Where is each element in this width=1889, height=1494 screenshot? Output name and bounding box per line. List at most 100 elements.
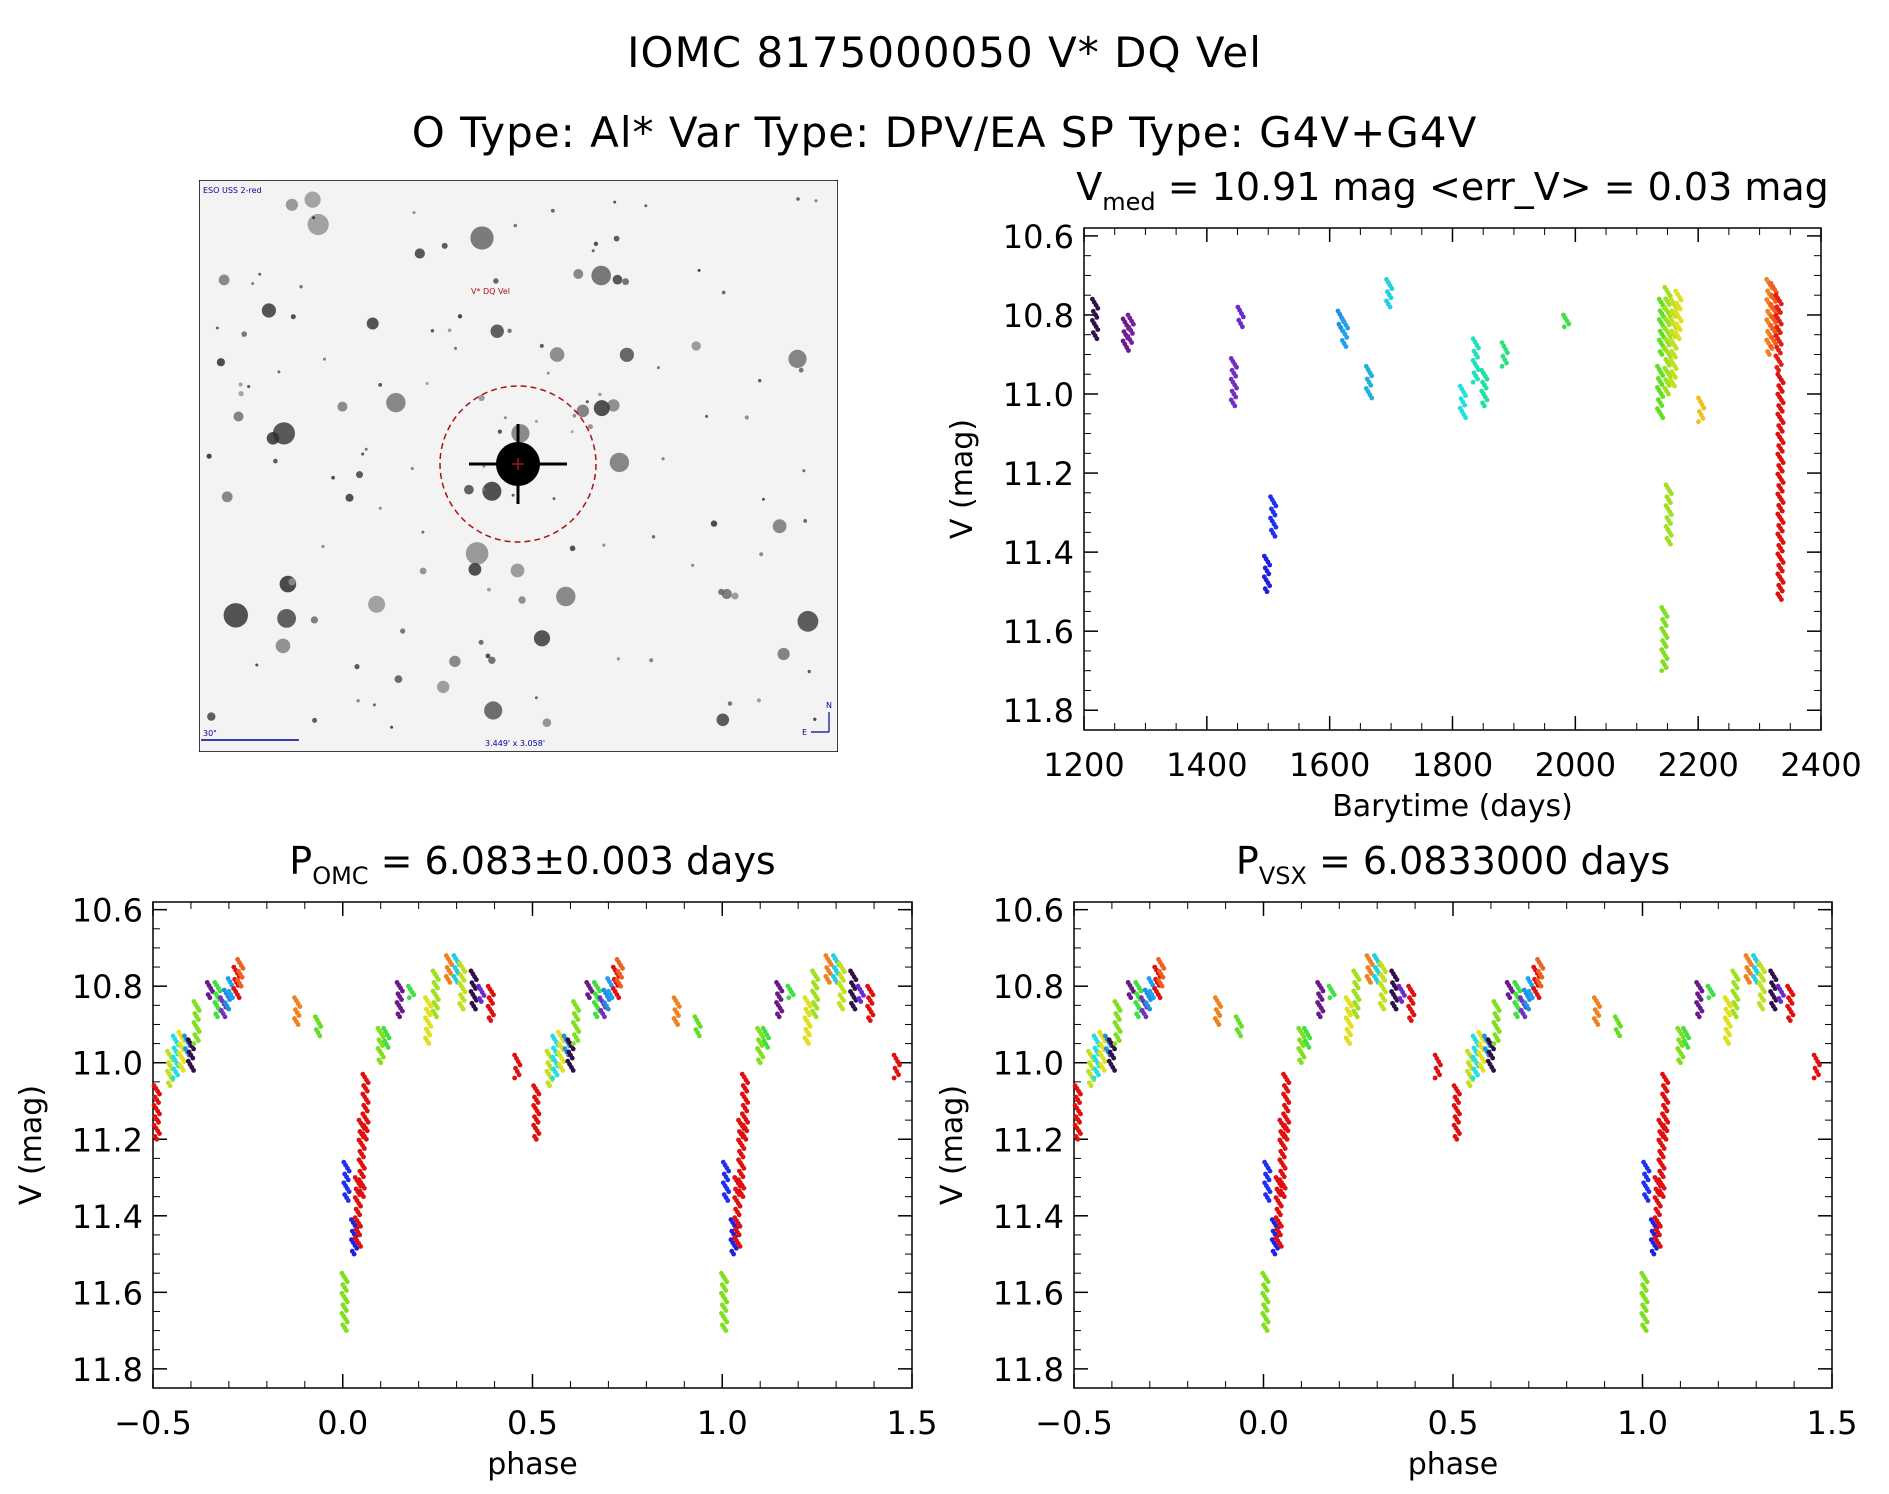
data-point [1267,1189,1273,1195]
data-point [1679,1043,1685,1048]
star [497,429,502,434]
data-point [1279,1203,1284,1209]
data-point [1233,373,1239,379]
data-point [1272,1251,1278,1257]
data-point [1136,1014,1141,1020]
data-point [1668,500,1673,506]
data-point [1668,541,1673,547]
data-point [1284,1136,1290,1142]
data-point [779,988,785,994]
data-point [560,1068,566,1073]
data-point [1778,301,1784,307]
x-tick-label: 1800 [1412,746,1493,784]
data-point [1402,993,1407,998]
star [251,282,255,286]
data-point [1663,644,1669,649]
data-point [1282,1185,1288,1191]
data-point [760,1034,766,1040]
star [721,290,726,295]
star [207,712,216,721]
star [556,586,576,607]
data-point [1475,354,1480,360]
data-point [1767,352,1772,357]
data-point [1666,302,1672,307]
data-point [1779,528,1785,534]
y-tick-label: 11.8 [993,1351,1064,1389]
data-point [427,1032,433,1038]
data-point [1457,1091,1462,1097]
data-point [609,995,615,1001]
data-point [478,999,484,1004]
data-point [1779,508,1785,514]
x-tick-label: 1400 [1166,746,1247,784]
data-point [1475,376,1480,382]
star [513,223,517,228]
star [216,358,225,367]
data-point [1673,346,1679,351]
data-point [1781,993,1786,998]
data-point [481,993,487,998]
data-point [605,1006,611,1012]
data-point [1663,1136,1669,1142]
star [304,191,321,208]
data-point [1345,325,1351,331]
data-point [1779,428,1785,434]
data-point [786,995,792,1001]
data-point [426,1041,432,1046]
data-point [1482,403,1487,409]
data-point [575,1038,581,1043]
x-axis-label: phase [487,1447,578,1482]
star [238,391,244,397]
data-point [737,1203,743,1209]
data-point [897,1062,902,1068]
data-point [676,1013,681,1018]
data-point [594,1014,600,1020]
data-point [1618,1024,1623,1029]
data-point [724,1319,730,1325]
star [412,211,416,215]
data-point [1698,997,1704,1002]
data-point [1112,1068,1117,1073]
star [591,249,595,253]
star [607,399,620,412]
data-point [533,1136,539,1142]
star [727,701,733,706]
star [356,471,363,479]
data-point [1368,980,1373,985]
x-axis-label: phase [1408,1447,1499,1482]
data-point [1734,1005,1740,1011]
star [312,216,316,220]
data-point [1659,403,1665,408]
data-point [1596,1013,1602,1018]
star [609,452,630,473]
star [221,491,233,503]
data-point [536,1131,542,1136]
data-point [1496,1008,1502,1013]
data-point [406,995,412,1001]
star [419,567,427,575]
data-point [1664,635,1670,640]
data-point [570,1046,576,1052]
data-point [1389,286,1395,291]
data-point [587,995,592,1001]
star [661,457,665,461]
data-point [1787,1018,1793,1023]
data-point [1233,394,1239,400]
x-tick-label: 2400 [1780,746,1861,784]
data-point [1780,500,1786,505]
data-point [737,1244,743,1249]
data-point [1617,1033,1623,1039]
data-point [744,1108,750,1114]
data-point [428,1024,434,1029]
data-point [1728,1024,1733,1029]
data-point [1388,295,1394,301]
star [759,552,764,557]
data-point [1657,1232,1662,1238]
star [721,588,732,600]
data-point [1643,1308,1649,1313]
y-tick-label: 10.8 [1003,297,1074,335]
data-point [1733,1014,1739,1020]
data-point [1320,1008,1326,1014]
data-point [474,977,479,983]
data-point [344,1308,349,1313]
